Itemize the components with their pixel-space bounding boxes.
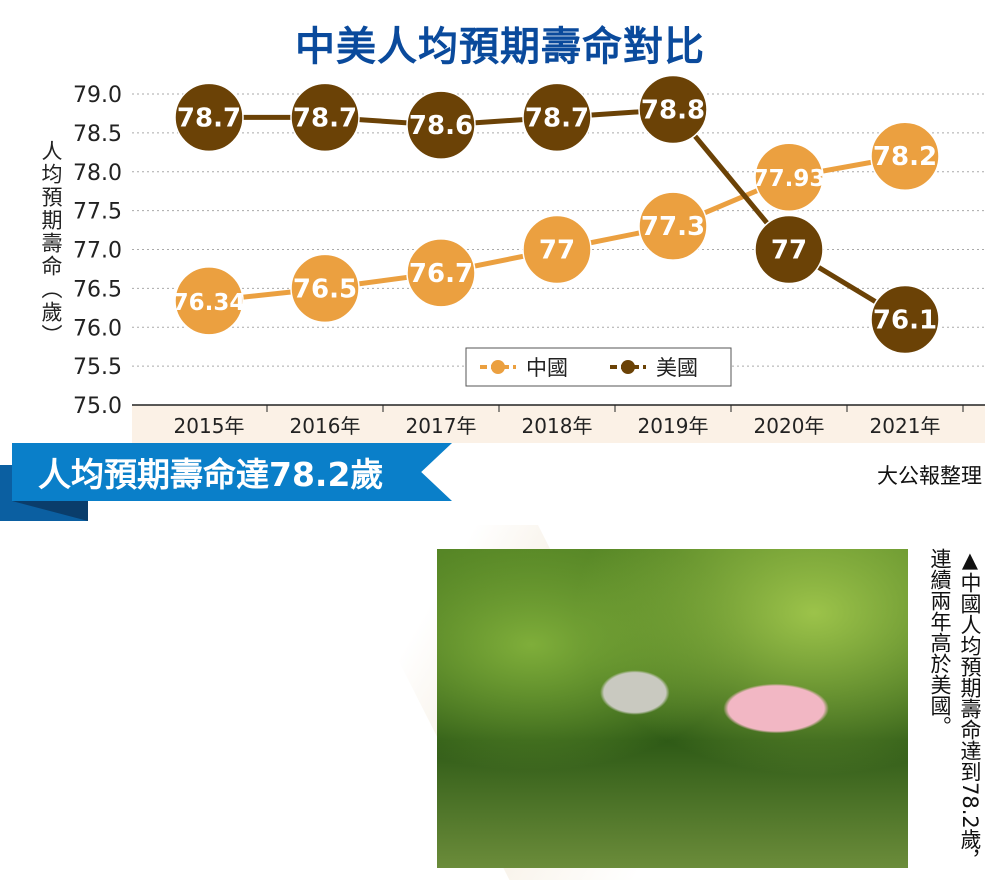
x-tick-label: 2020年: [754, 414, 825, 438]
data-point: [406, 238, 476, 308]
data-label: 76.34: [173, 290, 246, 316]
data-label: 76.1: [873, 305, 937, 335]
legend-swatch-dot: [491, 360, 505, 374]
data-label: 77.93: [753, 166, 826, 192]
data-label: 78.6: [409, 111, 473, 141]
elderly-couple-jogging-photo: [437, 549, 908, 868]
x-tick-label: 2016年: [290, 414, 361, 438]
data-label: 78.7: [293, 103, 357, 133]
x-tick-label: 2017年: [406, 414, 477, 438]
x-axis-band: [132, 405, 985, 443]
y-tick-label: 76.5: [73, 277, 122, 302]
data-point: [754, 142, 824, 212]
line-chart: 79.0 78.5 78.0 77.5 77.0 76.5 76.0 75.5 75.0 2015…: [73, 74, 985, 443]
photo-caption: ▲中國人均預期壽命達到78.2歲，連續兩年高於美國。: [928, 548, 982, 871]
x-tick-label: 2019年: [638, 414, 709, 438]
y-tick-label: 77.5: [73, 200, 122, 225]
legend: [465, 347, 732, 387]
data-point: [522, 82, 592, 153]
data-label: 78.2: [873, 142, 937, 172]
x-tick-label: 2018年: [522, 414, 593, 438]
y-axis-label: 人均預期壽命（歲）: [39, 140, 63, 347]
data-point: [290, 253, 360, 324]
x-tick-label: 2015年: [174, 414, 245, 438]
legend-label: 美國: [656, 356, 698, 380]
y-tick-label: 79.0: [73, 83, 122, 108]
data-point: [754, 214, 824, 285]
x-tick-label: 2021年: [870, 414, 941, 438]
legend-label: 中國: [526, 356, 568, 380]
data-point: [174, 82, 244, 153]
y-tick-label: 78.0: [73, 161, 122, 186]
data-label: 78.8: [641, 96, 705, 126]
headline-text: 人均預期壽命達78.2歲: [38, 455, 384, 494]
data-point: [638, 74, 708, 145]
legend-swatch-dot: [621, 360, 635, 374]
chart-title: 中美人均預期壽命對比: [295, 24, 705, 70]
y-tick-label: 76.0: [73, 316, 122, 341]
data-label: 77: [771, 236, 807, 266]
data-point: [870, 121, 940, 191]
data-point: [174, 266, 244, 336]
data-point: [290, 82, 360, 153]
y-tick-label: 78.5: [73, 122, 122, 147]
data-label: 78.7: [177, 103, 241, 133]
source-credit: 大公報整理: [877, 464, 982, 488]
data-label: 77: [539, 236, 575, 266]
data-label: 76.5: [293, 274, 357, 304]
data-label: 76.7: [409, 259, 473, 289]
data-point: [870, 284, 940, 355]
y-tick-label: 75.5: [73, 355, 122, 380]
data-point: [522, 214, 592, 285]
headline-banner: [12, 443, 452, 501]
y-tick-label: 75.0: [73, 394, 122, 419]
data-point: [638, 191, 708, 261]
data-label: 78.7: [525, 103, 589, 133]
y-tick-label: 77.0: [73, 239, 122, 264]
data-point: [406, 90, 476, 160]
data-label: 77.3: [641, 212, 705, 242]
